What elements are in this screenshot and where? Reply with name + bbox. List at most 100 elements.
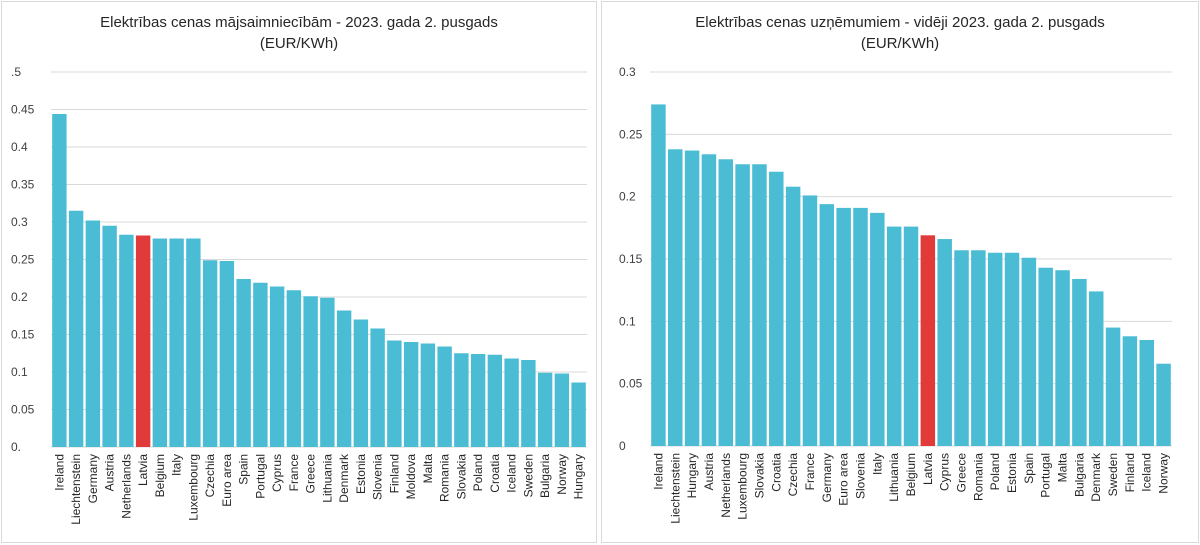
- x-category-label: Cyprus: [270, 454, 284, 492]
- x-category-label: Malta: [421, 454, 435, 484]
- bar-netherlands: [718, 159, 734, 446]
- x-category-label: Romania: [438, 454, 452, 502]
- bar-norway: [554, 373, 570, 447]
- x-category-label: Ireland: [651, 453, 665, 490]
- x-category-label: Sweden: [1106, 453, 1120, 496]
- bar-malta: [1055, 270, 1070, 446]
- x-category-label: Denmark: [337, 453, 351, 503]
- x-category-label: Lithuania: [887, 453, 901, 502]
- chart-subtitle: (EUR/KWh): [861, 35, 939, 52]
- x-category-label: Estonia: [1005, 453, 1019, 493]
- bar-italy: [169, 238, 184, 447]
- x-category-label: Slovenia: [853, 453, 867, 499]
- bar-bulgaria: [537, 372, 553, 447]
- x-category-label: Estonia: [354, 454, 368, 494]
- chart-title: Elektrības cenas uzņēmumiem - vidēji 202…: [695, 14, 1104, 31]
- x-category-label: Liechtenstein: [69, 454, 83, 525]
- x-category-label: Moldova: [404, 454, 418, 500]
- y-tick-label: 0.15: [11, 328, 35, 342]
- bar-portugal: [1038, 267, 1053, 446]
- bar-czechia: [202, 260, 218, 447]
- bar-estonia: [1004, 252, 1020, 446]
- bar-malta: [420, 343, 436, 447]
- y-tick-label: 0.3: [619, 65, 636, 79]
- bar-luxembourg: [735, 164, 750, 446]
- bar-czechia: [785, 186, 801, 446]
- x-category-label: Luxembourg: [736, 453, 750, 520]
- bar-slovenia: [370, 328, 385, 447]
- x-category-label: Romania: [971, 453, 985, 501]
- bar-slovakia: [454, 353, 469, 447]
- bar-spain: [1021, 257, 1037, 446]
- bar-latvia: [135, 235, 151, 447]
- bar-ireland: [651, 104, 666, 446]
- y-tick-label: 0.3: [11, 215, 28, 229]
- x-category-label: Finland: [387, 454, 401, 493]
- business-price-chart-svg: Elektrības cenas uzņēmumiem - vidēji 202…: [619, 14, 1172, 524]
- bar-croatia: [769, 171, 784, 447]
- bar-france: [286, 290, 302, 447]
- x-category-label: Latvia: [921, 453, 935, 485]
- x-category-label: Lithuania: [320, 454, 334, 503]
- x-category-label: Iceland: [505, 454, 519, 493]
- x-category-label: Greece: [304, 454, 318, 494]
- y-tick-label: 0.: [11, 440, 21, 454]
- bar-liechtenstein: [668, 149, 683, 447]
- bar-denmark: [1088, 291, 1104, 446]
- y-tick-label: 0.15: [619, 252, 643, 266]
- x-category-label: Iceland: [1140, 453, 1154, 492]
- bar-spain: [236, 279, 251, 447]
- x-category-label: Norway: [1157, 453, 1171, 494]
- x-category-label: Greece: [955, 453, 969, 493]
- bar-ireland: [52, 114, 67, 447]
- bar-liechtenstein: [68, 210, 84, 447]
- business-price-chart: Elektrības cenas uzņēmumiem - vidēji 202…: [601, 1, 1199, 543]
- bar-austria: [102, 225, 117, 447]
- x-category-label: Norway: [555, 454, 569, 495]
- y-tick-label: 0.05: [11, 403, 35, 417]
- x-category-label: Cyprus: [938, 453, 952, 491]
- bar-sweden: [1105, 327, 1121, 446]
- bar-austria: [701, 154, 717, 446]
- x-category-label: Slovakia: [752, 453, 766, 499]
- bar-slovakia: [752, 164, 767, 446]
- y-tick-label: 0.4: [11, 140, 28, 154]
- x-category-label: Bulgaria: [1072, 453, 1086, 497]
- x-category-label: Belgium: [904, 453, 918, 496]
- bar-hungary: [684, 150, 700, 447]
- x-category-label: Euro area: [837, 453, 851, 506]
- x-category-label: France: [803, 453, 817, 491]
- x-category-label: Denmark: [1089, 452, 1103, 502]
- x-category-label: Portugal: [1039, 453, 1053, 498]
- x-category-label: Czechia: [203, 454, 217, 498]
- bar-belgium: [903, 226, 919, 446]
- chart-subtitle: (EUR/KWh): [260, 35, 338, 52]
- bar-bulgaria: [1072, 278, 1087, 446]
- y-tick-label: 0.2: [619, 190, 636, 204]
- chart-title: Elektrības cenas mājsaimniecībām - 2023.…: [100, 14, 498, 31]
- y-tick-label: 0.25: [619, 127, 643, 141]
- x-category-label: Italy: [870, 453, 884, 475]
- bar-lithuania: [886, 226, 902, 446]
- y-tick-label: 0.35: [11, 178, 35, 192]
- x-category-label: Spain: [1022, 453, 1036, 484]
- x-category-label: Latvia: [136, 454, 150, 486]
- bar-sweden: [521, 360, 536, 447]
- x-category-label: Croatia: [769, 453, 783, 492]
- bar-poland: [470, 354, 486, 447]
- bar-france: [802, 195, 818, 446]
- bar-euro-area: [219, 261, 235, 447]
- bar-iceland: [504, 358, 519, 447]
- x-category-label: Hungary: [572, 454, 586, 499]
- bar-norway: [1156, 363, 1171, 446]
- x-category-label: Bulgaria: [538, 454, 552, 498]
- x-category-label: Portugal: [253, 454, 267, 499]
- bar-cyprus: [937, 239, 952, 446]
- x-category-label: Liechtenstein: [668, 453, 682, 524]
- x-category-label: Austria: [702, 453, 716, 491]
- bar-romania: [971, 250, 986, 446]
- x-category-label: Slovenia: [371, 454, 385, 500]
- y-tick-label: 0.05: [619, 377, 643, 391]
- bar-finland: [1122, 336, 1138, 446]
- bar-cyprus: [269, 286, 285, 447]
